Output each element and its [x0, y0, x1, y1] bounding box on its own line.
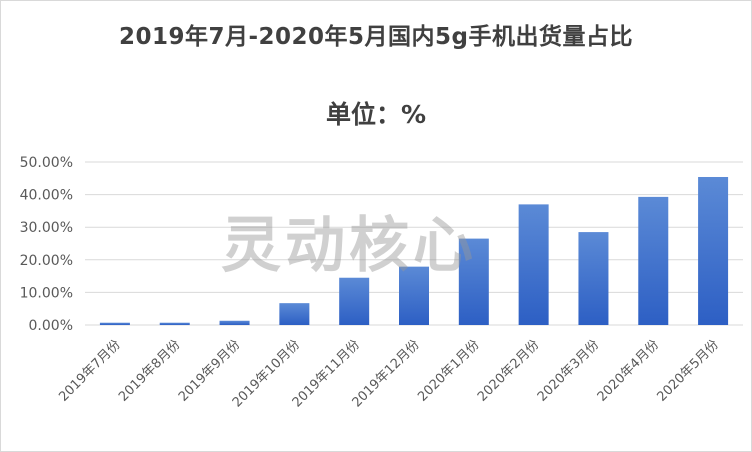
bar-8 [518, 204, 549, 325]
x-tick-label: 2019年9月份 [176, 337, 243, 404]
y-tick-label: 40.00% [20, 188, 73, 204]
x-axis-ticks: 2019年7月份2019年8月份2019年9月份2019年10月份2019年11… [56, 337, 722, 410]
y-tick-label: 10.00% [20, 285, 73, 301]
bar-4 [279, 303, 310, 325]
bars [99, 176, 729, 325]
bar-9 [578, 232, 609, 325]
x-tick-label: 2019年7月份 [56, 337, 123, 404]
x-tick-label: 2020年1月份 [415, 337, 482, 404]
bar-1 [99, 322, 130, 325]
y-tick-label: 20.00% [20, 253, 73, 269]
bar-7 [458, 238, 489, 325]
y-axis-ticks: 0.00% 10.00% 20.00% 30.00% 40.00% 50.00% [20, 155, 73, 334]
x-tick-label: 2020年4月份 [595, 337, 662, 404]
chart-subtitle: 单位：% [325, 100, 427, 129]
bar-2 [159, 322, 190, 325]
x-tick-label: 2020年3月份 [535, 337, 602, 404]
x-tick-label: 2020年2月份 [475, 337, 542, 404]
bar-6 [399, 266, 429, 325]
y-tick-label: 0.00% [29, 318, 73, 334]
bar-11 [698, 176, 729, 325]
y-tick-label: 50.00% [20, 155, 73, 171]
chart-title: 2019年7月-2020年5月国内5g手机出货量占比 [118, 24, 634, 50]
x-tick-label: 2020年5月份 [654, 337, 721, 404]
x-tick-label: 2019年8月份 [116, 337, 183, 404]
bar-3 [219, 320, 250, 325]
y-tick-label: 30.00% [20, 220, 73, 236]
bar-10 [638, 196, 669, 325]
bar-5 [339, 277, 370, 325]
